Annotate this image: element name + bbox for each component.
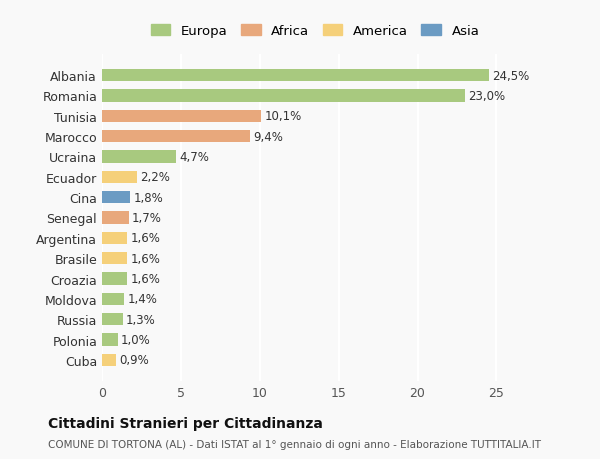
Bar — [102, 293, 124, 305]
Text: 4,7%: 4,7% — [179, 151, 209, 164]
Bar — [102, 151, 176, 163]
Text: 2,2%: 2,2% — [140, 171, 170, 184]
Bar — [102, 90, 465, 102]
Text: 9,4%: 9,4% — [253, 130, 283, 143]
Text: 1,6%: 1,6% — [130, 232, 160, 245]
Text: 1,0%: 1,0% — [121, 333, 151, 346]
Bar — [102, 70, 488, 82]
Text: 0,9%: 0,9% — [119, 353, 149, 367]
Bar — [102, 252, 127, 265]
Text: 1,4%: 1,4% — [127, 293, 157, 306]
Text: 23,0%: 23,0% — [468, 90, 505, 103]
Bar — [102, 232, 127, 244]
Text: COMUNE DI TORTONA (AL) - Dati ISTAT al 1° gennaio di ogni anno - Elaborazione TU: COMUNE DI TORTONA (AL) - Dati ISTAT al 1… — [48, 440, 541, 449]
Text: 1,3%: 1,3% — [125, 313, 155, 326]
Bar — [102, 212, 129, 224]
Text: Cittadini Stranieri per Cittadinanza: Cittadini Stranieri per Cittadinanza — [48, 416, 323, 430]
Bar — [102, 171, 137, 184]
Bar — [102, 111, 262, 123]
Bar — [102, 313, 122, 325]
Text: 1,6%: 1,6% — [130, 272, 160, 285]
Legend: Europa, Africa, America, Asia: Europa, Africa, America, Asia — [145, 19, 485, 43]
Bar — [102, 192, 130, 204]
Bar — [102, 334, 118, 346]
Text: 1,7%: 1,7% — [132, 212, 162, 224]
Text: 10,1%: 10,1% — [265, 110, 302, 123]
Bar — [102, 354, 116, 366]
Text: 1,6%: 1,6% — [130, 252, 160, 265]
Text: 24,5%: 24,5% — [492, 69, 529, 83]
Text: 1,8%: 1,8% — [134, 191, 163, 204]
Bar — [102, 131, 250, 143]
Bar — [102, 273, 127, 285]
